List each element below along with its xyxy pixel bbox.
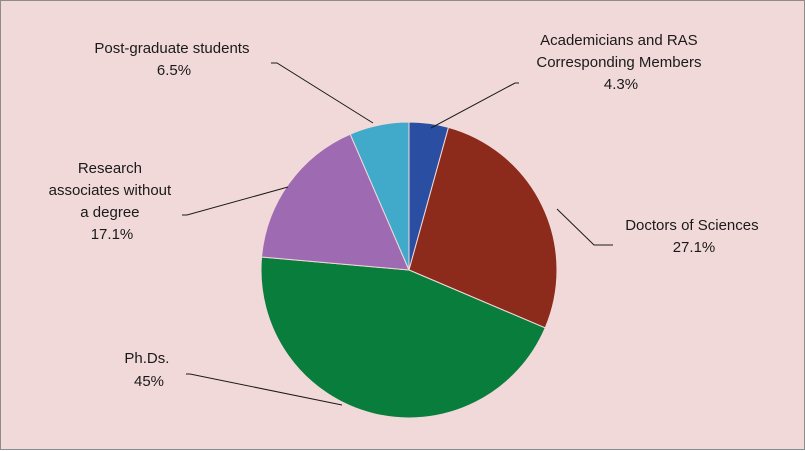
- pie-slice-research-associates-without-a-degree: [261, 133, 410, 271]
- data-label-postgrad: Post-graduate students 6.5%: [94, 40, 253, 79]
- pie-slice-doctors-of-sciences: [408, 126, 558, 329]
- leader-line-research: [182, 186, 289, 216]
- pie-slice-post-graduate-students: [349, 121, 410, 271]
- pie-slice-ph-ds: [260, 256, 546, 419]
- data-label-phds: Ph.Ds. 45%: [124, 350, 173, 390]
- data-label-research: Research associates without a degree 17.…: [49, 160, 176, 243]
- pie-slices: [260, 121, 558, 419]
- leader-line-doctors: [556, 208, 613, 246]
- leader-line-phds: [186, 373, 343, 406]
- leader-line-postgrad: [271, 62, 374, 124]
- data-label-doctors: Doctors of Sciences 27.1%: [625, 217, 763, 256]
- leader-line-academicians: [430, 82, 519, 129]
- data-label-academicians: Academicians and RAS Corresponding Membe…: [536, 32, 705, 93]
